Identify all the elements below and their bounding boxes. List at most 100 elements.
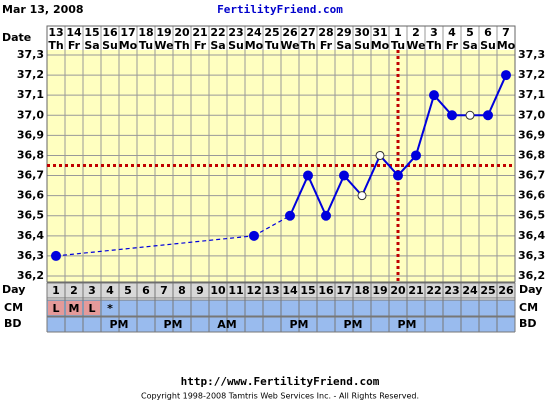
footer-url: http://www.FertilityFriend.com xyxy=(181,375,380,388)
date-label: 27 xyxy=(300,26,315,39)
date-label: 17 xyxy=(120,26,135,39)
temp-point xyxy=(429,90,439,101)
y-tick-label: 37,1 xyxy=(518,88,545,101)
temp-point xyxy=(321,210,331,221)
date-label: 4 xyxy=(448,26,456,39)
weekday-label: Sa xyxy=(462,39,477,52)
x-tick-label: 20 xyxy=(390,284,406,297)
cm-cell xyxy=(84,301,100,315)
temp-line xyxy=(289,175,309,217)
temp-point xyxy=(393,170,403,181)
date-label: 30 xyxy=(354,26,370,39)
y-tick-label: 36,9 xyxy=(17,128,44,141)
temp-point xyxy=(447,110,457,121)
date-label: 25 xyxy=(264,26,279,39)
x-tick-label: 19 xyxy=(372,284,387,297)
x-tick-label: 24 xyxy=(462,284,478,297)
weekday-label: Mo xyxy=(497,39,516,52)
date-label: 13 xyxy=(48,26,63,39)
date-label: 5 xyxy=(466,26,474,39)
weekday-label: Sa xyxy=(336,39,351,52)
cm-label: * xyxy=(107,302,113,315)
x-tick-label: 18 xyxy=(354,284,369,297)
weekday-label: Tu xyxy=(391,39,405,52)
x-tick-label: 10 xyxy=(210,284,226,297)
bd-label: PM xyxy=(289,318,308,331)
weekday-label: Th xyxy=(48,39,63,52)
date-label: 29 xyxy=(336,26,351,39)
y-tick-label: 36,4 xyxy=(17,229,44,242)
y-tick-label: 36,8 xyxy=(518,148,545,161)
weekday-label: Th xyxy=(426,39,441,52)
temp-point xyxy=(375,150,385,160)
weekday-label: Mo xyxy=(119,39,138,52)
x-tick-label: 1 xyxy=(52,284,60,297)
bd-label: AM xyxy=(217,318,236,331)
x-tick-label: 4 xyxy=(106,284,114,297)
date-label: 16 xyxy=(102,26,118,39)
y-tick-label: 37,0 xyxy=(17,108,44,121)
temp-point xyxy=(465,110,475,120)
weekday-label: We xyxy=(280,39,299,52)
weekday-label: Su xyxy=(480,39,496,52)
temp-line xyxy=(487,74,507,116)
weekday-label: Th xyxy=(174,39,189,52)
weekday-label: Sa xyxy=(210,39,225,52)
weekday-label: Mo xyxy=(371,39,390,52)
date-label: 2 xyxy=(412,26,420,39)
y-tick-label: 36,3 xyxy=(17,249,44,262)
cm-cell xyxy=(48,301,64,315)
temp-line xyxy=(325,175,345,217)
temp-line xyxy=(55,235,255,257)
cm-cell xyxy=(66,301,82,315)
weekday-label: Fr xyxy=(446,39,459,52)
temp-point xyxy=(249,230,259,241)
bd-label: PM xyxy=(397,318,416,331)
weekday-label: Tu xyxy=(265,39,279,52)
date-label: 21 xyxy=(192,26,207,39)
day-label: Day xyxy=(2,283,25,296)
date-label: 28 xyxy=(318,26,333,39)
y-tick-label: 36,6 xyxy=(17,189,44,202)
date-label: Date xyxy=(2,31,31,44)
date-label: 22 xyxy=(210,26,225,39)
copyright: Copyright 1998-2008 Tamtris Web Services… xyxy=(141,392,419,401)
x-tick-label: 15 xyxy=(300,284,315,297)
cm-label: L xyxy=(88,302,95,315)
weekday-label: Su xyxy=(228,39,244,52)
y-tick-label: 36,2 xyxy=(17,269,44,282)
x-tick-label: 5 xyxy=(124,284,132,297)
date-label: 19 xyxy=(156,26,171,39)
temp-point xyxy=(339,170,349,181)
x-tick-label: 7 xyxy=(160,284,168,297)
x-tick-label: 22 xyxy=(426,284,441,297)
x-tick-label: 12 xyxy=(246,284,261,297)
weekday-label: We xyxy=(154,39,173,52)
weekday-label: We xyxy=(406,39,425,52)
plot-border xyxy=(46,25,516,283)
bd-label: BD xyxy=(519,317,537,330)
date-label: 18 xyxy=(138,26,153,39)
date-label: 6 xyxy=(484,26,492,39)
y-tick-label: 36,5 xyxy=(17,209,44,222)
date-label: 26 xyxy=(282,26,298,39)
x-tick-label: 2 xyxy=(70,284,78,297)
bd-label: PM xyxy=(163,318,182,331)
temp-point xyxy=(483,110,493,121)
date-label: 7 xyxy=(502,26,510,39)
x-tick-label: 23 xyxy=(444,284,459,297)
y-tick-label: 36,6 xyxy=(518,189,545,202)
y-tick-label: 36,2 xyxy=(518,269,545,282)
x-tick-label: 11 xyxy=(228,284,243,297)
x-tick-label: 25 xyxy=(480,284,495,297)
y-tick-label: 37,0 xyxy=(518,108,545,121)
date-label: 15 xyxy=(84,26,99,39)
temp-point xyxy=(357,191,367,201)
cm-label: L xyxy=(52,302,59,315)
weekday-label: Su xyxy=(102,39,118,52)
bd-label: PM xyxy=(343,318,362,331)
date-label: 24 xyxy=(246,26,262,39)
temp-point xyxy=(51,250,61,261)
x-tick-label: 9 xyxy=(196,284,204,297)
y-tick-label: 37,3 xyxy=(518,48,545,61)
